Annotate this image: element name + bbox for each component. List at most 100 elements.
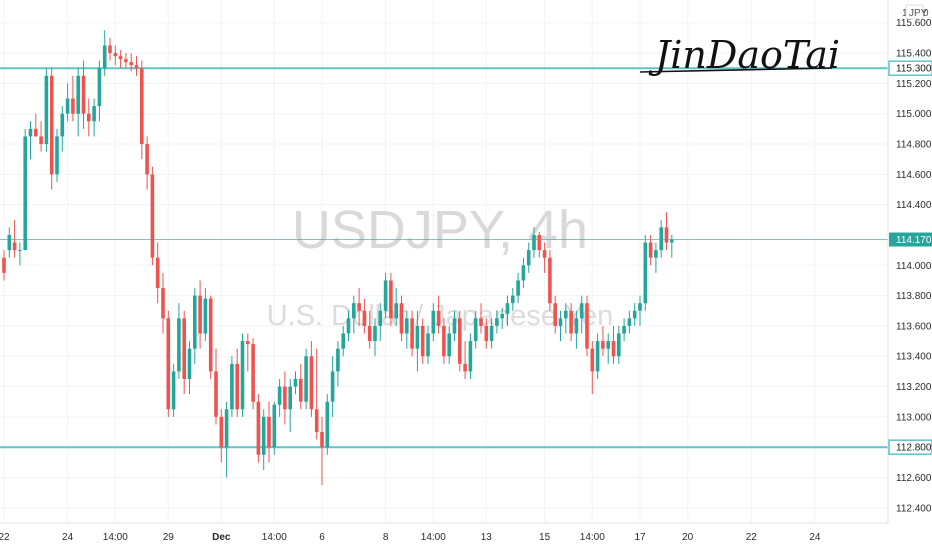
candle[interactable] [60, 106, 65, 152]
candle[interactable] [155, 242, 160, 304]
candle[interactable] [246, 333, 250, 372]
candle[interactable] [171, 363, 176, 417]
candle[interactable] [166, 310, 171, 417]
candle[interactable] [346, 310, 351, 342]
candle[interactable] [617, 325, 621, 364]
candle[interactable] [118, 50, 123, 69]
candle[interactable] [283, 371, 287, 425]
horizontal-levels[interactable] [0, 67, 888, 449]
candle[interactable] [309, 341, 314, 417]
candle[interactable] [325, 394, 330, 455]
candle[interactable] [39, 121, 43, 152]
candle[interactable] [436, 295, 441, 334]
candle[interactable] [585, 295, 589, 357]
candle[interactable] [590, 341, 595, 395]
candle[interactable] [267, 401, 271, 463]
candle[interactable] [71, 75, 75, 122]
candle[interactable] [134, 56, 139, 76]
candle[interactable] [500, 307, 504, 329]
candle[interactable] [97, 60, 102, 122]
candle[interactable] [235, 348, 239, 417]
candle[interactable] [2, 250, 6, 281]
candle[interactable] [516, 272, 520, 304]
candle[interactable] [34, 113, 38, 137]
candle[interactable] [458, 310, 462, 372]
candle[interactable] [632, 303, 637, 326]
candle[interactable] [81, 60, 86, 129]
candle[interactable] [272, 401, 277, 455]
candle[interactable] [341, 325, 345, 357]
candle[interactable] [532, 227, 536, 258]
candle[interactable] [203, 288, 208, 342]
candle[interactable] [55, 128, 59, 182]
candle[interactable] [124, 53, 128, 69]
candle[interactable] [405, 310, 409, 349]
candle[interactable] [277, 378, 282, 417]
candle[interactable] [187, 341, 192, 395]
candle[interactable] [420, 318, 425, 364]
candle[interactable] [140, 60, 144, 160]
candle[interactable] [145, 136, 149, 190]
candle[interactable] [410, 310, 414, 357]
candle[interactable] [293, 371, 298, 395]
candle[interactable] [638, 295, 642, 326]
candle[interactable] [256, 394, 261, 463]
candle[interactable] [627, 310, 632, 334]
candle[interactable] [468, 333, 473, 379]
candle[interactable] [65, 83, 70, 122]
candle[interactable] [489, 318, 494, 349]
candle[interactable] [240, 333, 245, 417]
candle[interactable] [251, 338, 255, 410]
candle[interactable] [479, 303, 483, 334]
level-price-badge[interactable] [888, 439, 932, 455]
candle[interactable] [214, 348, 218, 425]
candle[interactable] [23, 128, 27, 251]
candle[interactable] [558, 310, 563, 342]
candle[interactable] [373, 318, 377, 357]
candle[interactable] [601, 325, 605, 357]
candle[interactable] [548, 250, 552, 311]
candle[interactable] [44, 68, 49, 152]
candle[interactable] [320, 416, 324, 486]
candle[interactable] [367, 310, 372, 349]
candle[interactable] [606, 333, 610, 364]
candle[interactable] [336, 341, 340, 387]
candle[interactable] [505, 295, 510, 326]
candle[interactable] [28, 121, 33, 160]
candle[interactable] [102, 30, 107, 76]
candle[interactable] [659, 219, 663, 258]
candle[interactable] [574, 310, 579, 349]
candle[interactable] [415, 310, 420, 372]
candle[interactable] [357, 288, 361, 326]
candle[interactable] [394, 288, 398, 326]
candle[interactable] [595, 333, 600, 379]
candle[interactable] [224, 401, 229, 478]
candle[interactable] [219, 409, 224, 463]
candle[interactable] [670, 234, 674, 258]
currency-badge[interactable]: 1 JPY 0 [902, 4, 929, 20]
level-price-badge[interactable] [888, 60, 932, 76]
candle[interactable] [473, 310, 478, 349]
candle[interactable] [352, 295, 356, 334]
candle[interactable] [389, 272, 393, 326]
candle[interactable] [230, 356, 234, 417]
candle[interactable] [18, 242, 22, 266]
candle[interactable] [161, 272, 165, 334]
candle[interactable] [622, 318, 626, 342]
candle[interactable] [648, 234, 653, 266]
time-axis[interactable]: 22 24 14:00 29 Dec 14:00 6 8 14:00 13 15 14:00 17 20 2… [0, 522, 888, 543]
candle[interactable] [452, 310, 457, 342]
candle[interactable] [7, 227, 12, 258]
candle[interactable] [564, 303, 568, 334]
candle[interactable] [383, 272, 388, 319]
candle[interactable] [150, 166, 155, 266]
candle[interactable] [92, 98, 96, 137]
candle[interactable] [463, 341, 467, 379]
candle[interactable] [87, 98, 91, 137]
candle[interactable] [182, 310, 186, 395]
candle[interactable] [193, 288, 197, 364]
candle[interactable] [113, 45, 118, 66]
candle[interactable] [643, 234, 648, 311]
